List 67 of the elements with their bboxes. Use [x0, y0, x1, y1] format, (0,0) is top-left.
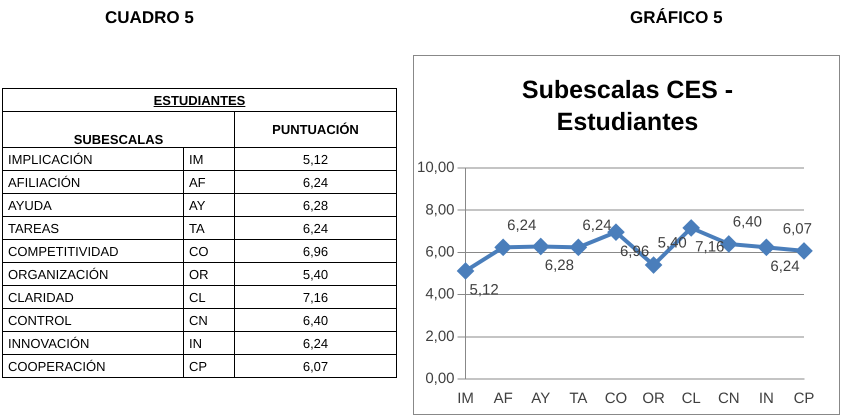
text: COOPERACIÓN: [2, 354, 184, 378]
text: AYUDA: [2, 194, 184, 216]
data-label: 6,24: [582, 216, 612, 234]
text: 6,40: [234, 308, 396, 332]
text: ESTUDIANTES: [2, 88, 396, 112]
x-tick-label: TA: [569, 390, 588, 408]
point: [758, 239, 774, 256]
point: [570, 239, 586, 256]
text: 5,40: [234, 262, 396, 286]
text: CONTROL: [2, 308, 184, 332]
text: AFILIACIÓN: [2, 170, 184, 194]
text: 7,16: [234, 286, 396, 308]
text: CUADRO 5: [105, 8, 194, 28]
x-tick-label: IN: [758, 390, 774, 408]
text: IMPLICACIÓN: [2, 148, 184, 170]
text: IN: [184, 332, 234, 354]
x-tick-label: AF: [494, 390, 513, 408]
y-tick-label: 6,00: [425, 244, 455, 261]
text: TA: [184, 216, 234, 240]
point: [532, 238, 549, 254]
text: CN: [184, 308, 234, 332]
x-tick-label: CP: [794, 390, 814, 408]
x-tick-label: CO: [604, 390, 628, 408]
text: COMPETITIVIDAD: [2, 240, 184, 262]
x-tick-label: OR: [642, 390, 665, 408]
y-tick-label: 10,00: [416, 159, 455, 176]
x-tick-label: CL: [682, 390, 701, 408]
data-label: 6,28: [544, 257, 574, 274]
text: CO: [184, 240, 234, 262]
text: 6,24: [234, 170, 396, 194]
chart-title: Subescalas CES - Estudiantes: [520, 75, 734, 138]
data-label: 6,07: [782, 220, 812, 238]
x-tick-label: CN: [718, 390, 740, 408]
data-label: 7,16: [695, 238, 724, 256]
text: CLARIDAD: [2, 286, 184, 308]
point: [683, 220, 700, 236]
point: [495, 239, 512, 256]
text: 6,28: [234, 194, 396, 216]
y-tick-label: 0,00: [425, 370, 455, 388]
text: CP: [184, 354, 234, 378]
text: CL: [184, 286, 234, 308]
y-tick-label: 2,00: [425, 328, 455, 345]
text: 6,07: [234, 354, 396, 378]
text: 5,12: [234, 148, 396, 170]
text: AF: [184, 170, 234, 194]
point: [458, 262, 474, 279]
text: 6,24: [234, 216, 396, 240]
data-label: 6,24: [507, 216, 536, 234]
text: 6,96: [234, 240, 396, 262]
x-tick-label: IM: [457, 390, 474, 408]
data-label: 6,40: [732, 214, 762, 231]
text: ORGANIZACIÓN: [2, 262, 184, 286]
text: OR: [184, 262, 234, 286]
text: TAREAS: [2, 216, 184, 240]
y-tick-label: 4,00: [425, 286, 455, 303]
data-label: 6,24: [770, 258, 800, 275]
text: IM: [184, 148, 234, 170]
y-tick-label: 8,00: [425, 201, 455, 218]
text: AY: [184, 194, 234, 216]
point: [796, 242, 812, 259]
text: PUNTUACIÓN: [234, 112, 396, 148]
text: 6,24: [234, 332, 396, 354]
point: [646, 257, 662, 274]
text: INNOVACIÓN: [2, 332, 184, 354]
text: SUBESCALAS: [2, 112, 234, 148]
x-tick-label: AY: [531, 390, 550, 408]
text: GRÁFICO 5: [630, 8, 723, 28]
